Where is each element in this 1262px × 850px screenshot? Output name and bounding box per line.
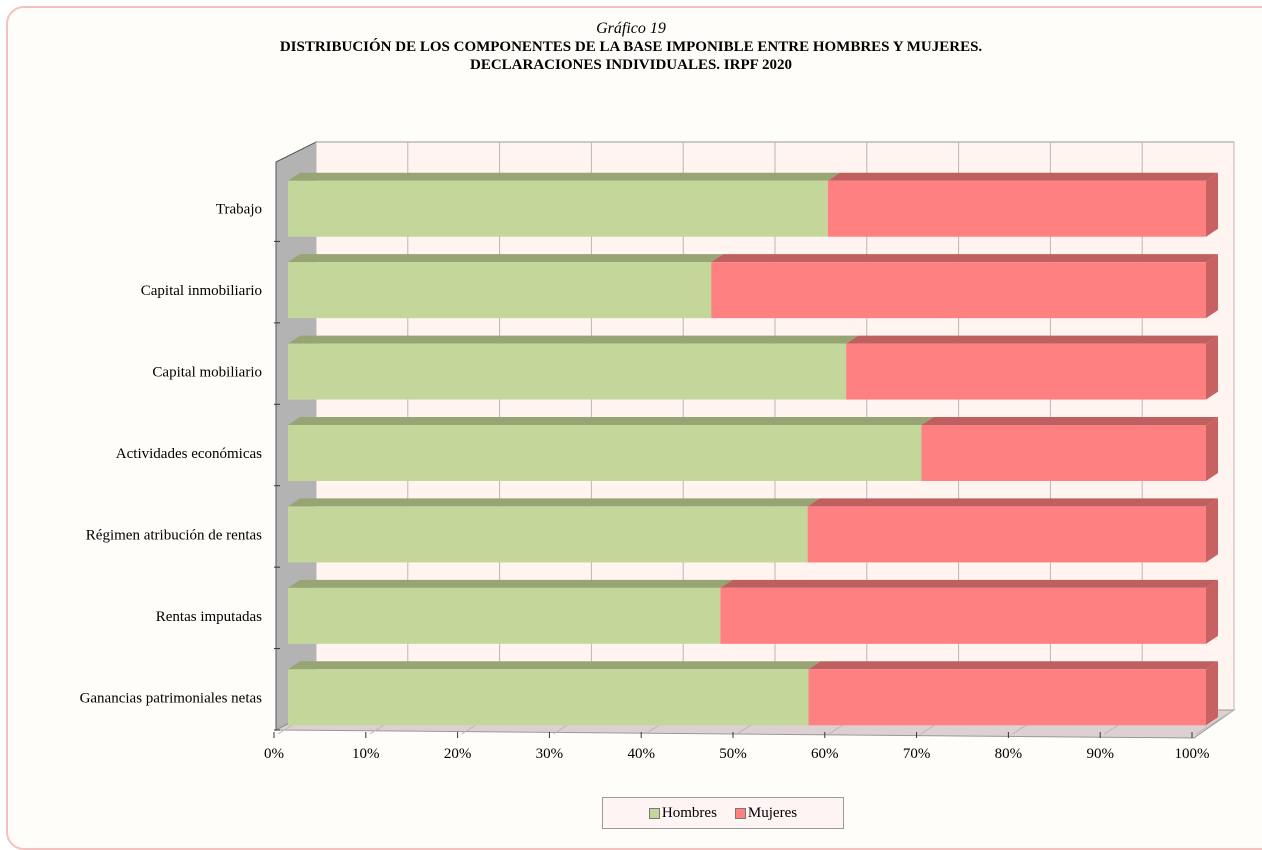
bar-mujeres xyxy=(711,262,1206,319)
x-tick-label: 80% xyxy=(995,746,1023,762)
bar-top-mujeres xyxy=(720,579,1218,588)
category-label: Ganancias patrimoniales netas xyxy=(80,690,263,706)
bar-top-hombres xyxy=(288,172,840,181)
bar-side-face xyxy=(1206,661,1218,726)
category-label: Actividades económicas xyxy=(116,446,262,462)
bar-hombres xyxy=(288,587,721,644)
legend-label-mujeres: Mujeres xyxy=(747,804,798,821)
bar-side-face xyxy=(1206,335,1218,400)
bar-top-mujeres xyxy=(808,661,1218,670)
bar-top-mujeres xyxy=(846,335,1218,344)
x-tick-label: 40% xyxy=(627,746,655,762)
bar-top-hombres xyxy=(288,417,934,425)
bar-side-face xyxy=(1206,254,1218,319)
bar-hombres xyxy=(288,425,922,481)
bar-top-hombres xyxy=(288,661,821,670)
legend-swatch-mujeres xyxy=(734,807,746,819)
x-tick-label: 100% xyxy=(1175,746,1210,762)
legend-item-hombres: Hombres xyxy=(648,804,717,822)
chart-title-line2: DECLARACIONES INDIVIDUALES. IRPF 2020 xyxy=(470,57,792,73)
category-label: Trabajo xyxy=(216,202,262,218)
bar-side-face xyxy=(1206,417,1218,481)
bar-top-hombres xyxy=(288,498,820,507)
bar-top-hombres xyxy=(288,335,859,344)
bar-mujeres xyxy=(807,506,1206,563)
x-tick-label: 20% xyxy=(444,746,472,762)
legend-item-mujeres: Mujeres xyxy=(734,804,798,822)
chart-label: Gráfico 19 xyxy=(596,20,666,37)
bar-mujeres xyxy=(846,343,1206,400)
category-label: Capital inmobiliario xyxy=(141,283,262,299)
bar-mujeres xyxy=(921,425,1206,481)
bar-hombres xyxy=(288,180,828,237)
bar-top-hombres xyxy=(288,254,724,263)
bar-top-mujeres xyxy=(807,498,1218,507)
bar-top-mujeres xyxy=(921,417,1218,425)
x-tick-label: 60% xyxy=(811,746,839,762)
bar-hombres xyxy=(288,669,809,726)
x-tick-label: 10% xyxy=(352,746,380,762)
category-label: Rentas imputadas xyxy=(156,609,262,625)
bar-mujeres xyxy=(827,180,1206,237)
legend-label-hombres: Hombres xyxy=(661,804,717,821)
chart-titles: Gráfico 19 DISTRIBUCIÓN DE LOS COMPONENT… xyxy=(0,20,1262,74)
x-tick-label: 50% xyxy=(719,746,747,762)
x-tick-label: 0% xyxy=(264,746,284,762)
bar-top-mujeres xyxy=(827,172,1218,181)
bar-hombres xyxy=(288,506,808,563)
category-label: Capital mobiliario xyxy=(152,365,262,381)
legend: Hombres Mujeres xyxy=(602,797,844,829)
bar-hombres xyxy=(288,343,847,400)
bar-hombres xyxy=(288,262,712,319)
legend-swatch-hombres xyxy=(648,807,660,819)
bar-side-face xyxy=(1206,579,1218,644)
chart-title-line1: DISTRIBUCIÓN DE LOS COMPONENTES DE LA BA… xyxy=(279,39,983,55)
category-label: Régimen atribución de rentas xyxy=(86,527,262,543)
bar-mujeres xyxy=(720,587,1206,644)
bar-top-hombres xyxy=(288,579,733,588)
bar-side-face xyxy=(1206,172,1218,237)
bar-side-face xyxy=(1206,498,1218,563)
bar-top-mujeres xyxy=(711,254,1218,263)
x-tick-label: 30% xyxy=(536,746,564,762)
bar-mujeres xyxy=(808,669,1206,726)
x-tick-label: 90% xyxy=(1086,746,1114,762)
floor-gridline xyxy=(1195,709,1235,735)
x-tick-label: 70% xyxy=(903,746,931,762)
